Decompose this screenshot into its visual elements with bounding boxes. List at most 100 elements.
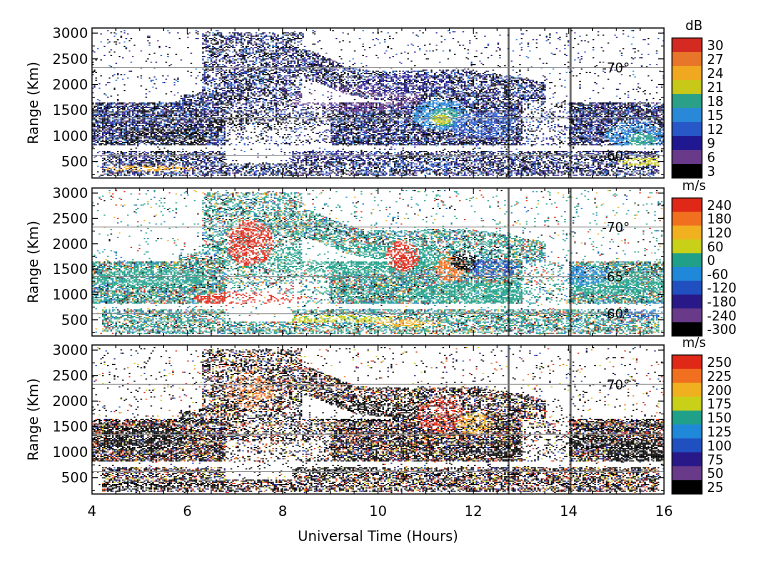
echo-cell	[239, 75, 241, 76]
echo-cell	[194, 166, 196, 167]
echo-cell	[227, 173, 229, 174]
echo-cell	[115, 137, 117, 138]
echo-cell	[139, 165, 141, 166]
echo-cell	[199, 137, 201, 138]
echo-cell	[264, 52, 266, 53]
echo-cell	[257, 88, 259, 89]
echo-cell	[95, 116, 97, 117]
echo-cell	[185, 126, 187, 127]
echo-cell	[219, 70, 221, 71]
echo-cell	[246, 78, 248, 79]
echo-cell	[187, 144, 189, 145]
echo-cell	[190, 75, 192, 76]
echo-cell	[127, 107, 129, 108]
echo-cell	[232, 106, 234, 107]
echo-cell	[182, 167, 184, 168]
echo-cell	[144, 161, 146, 162]
echo-cell	[221, 35, 223, 36]
echo-cell	[204, 78, 206, 79]
echo-cell	[202, 52, 204, 53]
echo-cell	[246, 72, 248, 73]
echo-cell	[259, 163, 261, 164]
echo-cell	[244, 35, 246, 36]
echo-cell	[259, 55, 261, 56]
echo-cell	[192, 143, 194, 144]
echo-cell	[165, 46, 167, 47]
echo-cell	[127, 111, 129, 112]
echo-cell	[209, 95, 211, 96]
echo-cell	[160, 102, 162, 103]
echo-cell	[122, 114, 124, 115]
echo-cell	[107, 165, 109, 166]
echo-cell	[262, 169, 264, 170]
echo-cell	[117, 116, 119, 117]
echo-cell	[237, 58, 239, 59]
echo-cell	[254, 47, 256, 48]
echo-cell	[102, 134, 104, 135]
echo-cell	[107, 110, 109, 111]
echo-cell	[237, 113, 239, 114]
echo-cell	[164, 165, 166, 166]
echo-cell	[261, 131, 263, 132]
echo-cell	[222, 121, 224, 122]
echo-cell	[192, 116, 194, 117]
echo-cell	[216, 159, 218, 160]
echo-cell	[100, 111, 102, 112]
echo-cell	[167, 116, 169, 117]
echo-cell	[259, 101, 261, 102]
echo-cell	[114, 142, 116, 143]
echo-cell	[251, 70, 253, 71]
echo-cell	[221, 169, 223, 170]
echo-cell	[114, 124, 116, 125]
echo-cell	[212, 163, 214, 164]
echo-cell	[226, 55, 228, 56]
echo-cell	[209, 119, 211, 120]
echo-cell	[137, 174, 139, 175]
echo-cell	[241, 111, 243, 112]
echo-cell	[124, 144, 126, 145]
echo-cell	[159, 114, 161, 115]
echo-cell	[157, 125, 159, 126]
echo-cell	[187, 122, 189, 123]
echo-cell	[212, 79, 214, 80]
echo-cell	[164, 157, 166, 158]
echo-cell	[249, 98, 251, 99]
echo-cell	[212, 32, 214, 33]
echo-cell	[109, 142, 111, 143]
echo-cell	[97, 141, 99, 142]
echo-cell	[149, 45, 151, 46]
echo-cell	[149, 174, 151, 175]
echo-cell	[164, 168, 166, 169]
echo-cell	[200, 113, 202, 114]
echo-cell	[236, 98, 238, 99]
echo-cell	[219, 111, 221, 112]
echo-cell	[214, 133, 216, 134]
echo-cell	[182, 118, 184, 119]
echo-cell	[231, 73, 233, 74]
echo-cell	[130, 122, 132, 123]
echo-cell	[160, 165, 162, 166]
echo-cell	[137, 128, 139, 129]
echo-cell	[142, 160, 144, 161]
echo-cell	[132, 158, 134, 159]
echo-cell	[97, 132, 99, 133]
echo-cell	[229, 165, 231, 166]
echo-cell	[162, 159, 164, 160]
echo-cell	[124, 171, 126, 172]
echo-cell	[130, 106, 132, 107]
echo-cell	[164, 133, 166, 134]
echo-cell	[130, 110, 132, 111]
echo-cell	[100, 123, 102, 124]
echo-cell	[192, 119, 194, 120]
echo-cell	[180, 144, 182, 145]
echo-cell	[137, 113, 139, 114]
echo-cell	[150, 133, 152, 134]
echo-cell	[122, 135, 124, 136]
echo-cell	[244, 83, 246, 84]
echo-cell	[221, 104, 223, 105]
echo-cell	[264, 111, 266, 112]
echo-cell	[145, 124, 147, 125]
echo-cell	[244, 79, 246, 80]
echo-cell	[162, 113, 164, 114]
echo-cell	[129, 140, 131, 141]
